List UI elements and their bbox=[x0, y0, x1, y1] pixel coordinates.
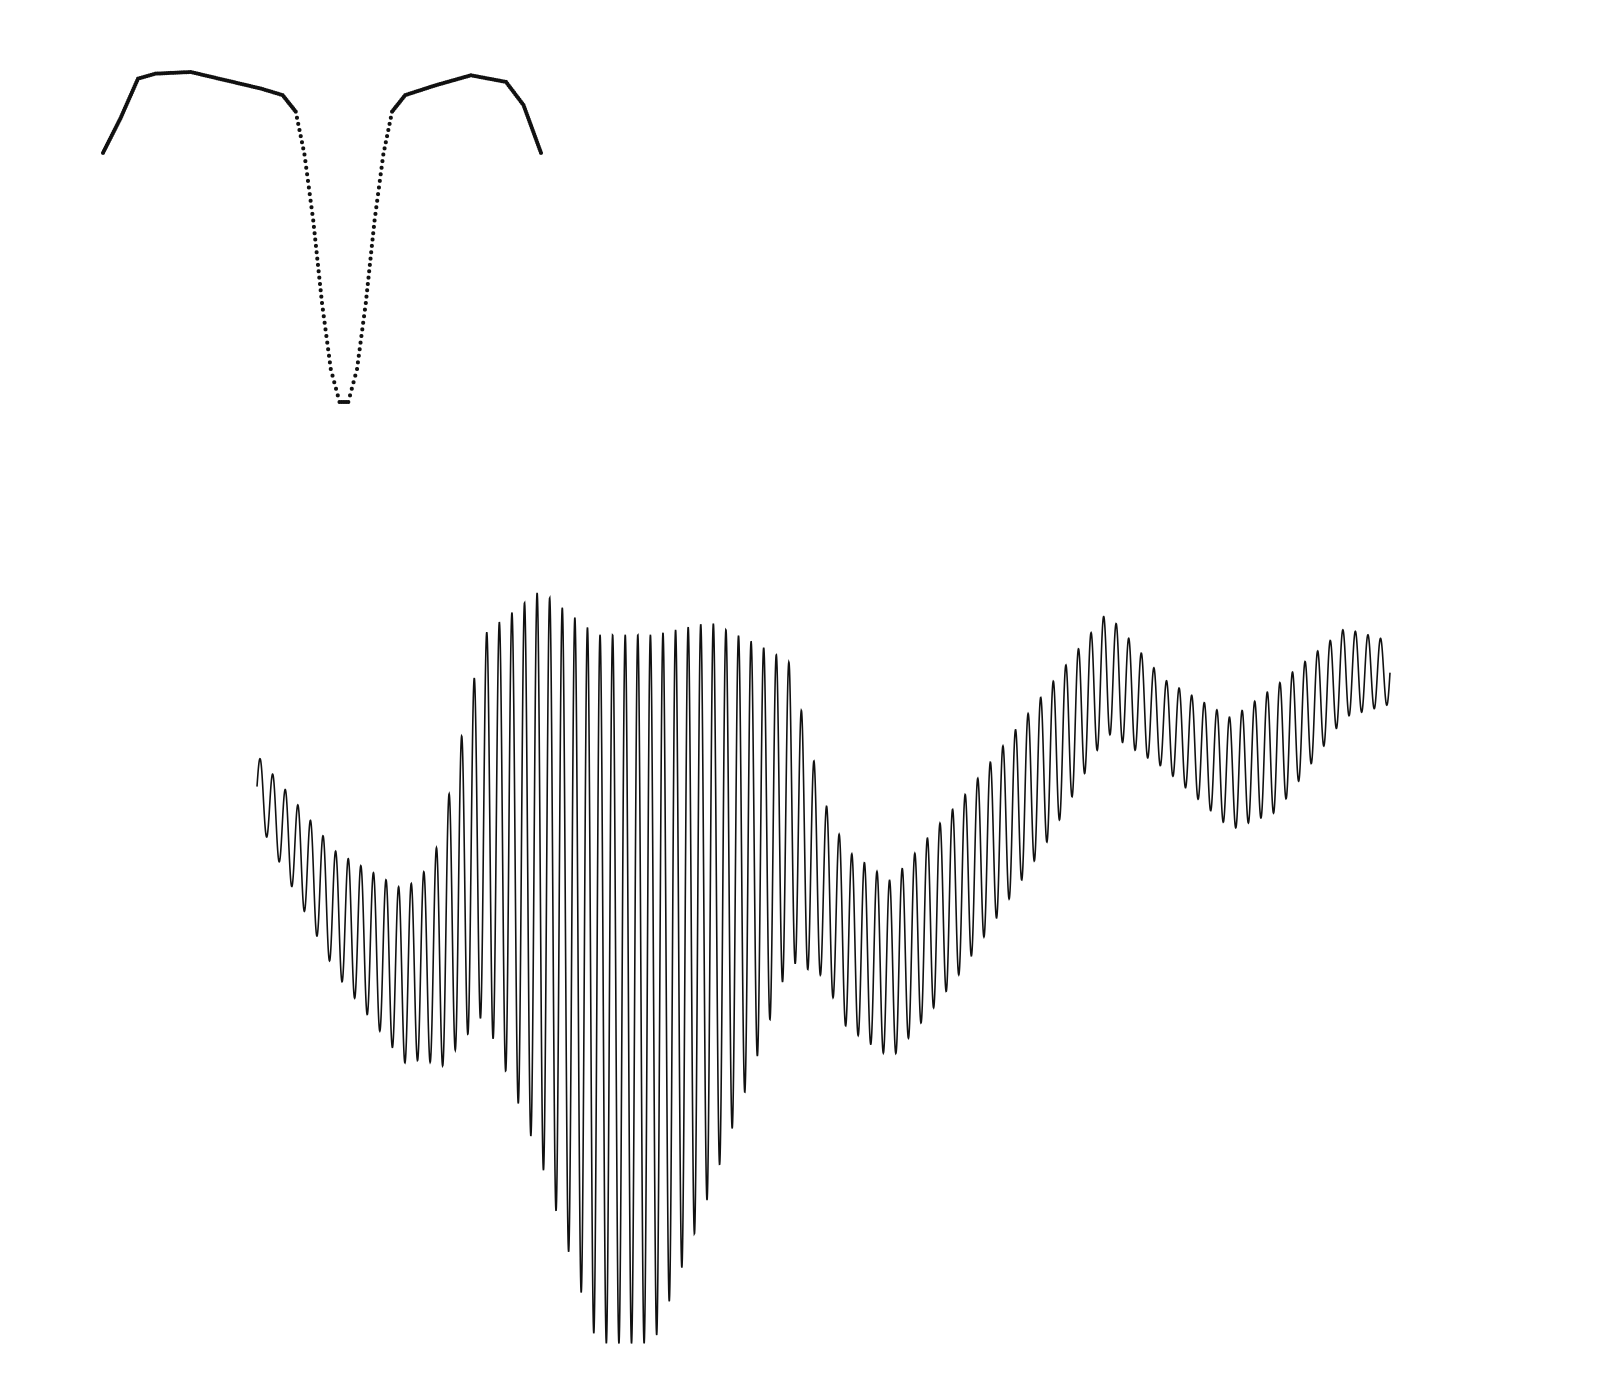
scatter-point-131 bbox=[311, 218, 316, 223]
scatter-point-153 bbox=[327, 360, 332, 365]
scatter-point-171 bbox=[357, 347, 362, 352]
scatter-point-203 bbox=[383, 140, 388, 145]
scatter-point-193 bbox=[374, 205, 379, 210]
scatter-point-158 bbox=[335, 393, 340, 398]
scatter-point-150 bbox=[325, 340, 330, 345]
scatter-point-120 bbox=[301, 146, 306, 151]
scatter-point-170 bbox=[356, 353, 361, 358]
scatter-point-169 bbox=[355, 360, 360, 365]
oscillation-line bbox=[256, 592, 1391, 1344]
scatter-point-173 bbox=[359, 334, 364, 338]
scatter-point-188 bbox=[370, 237, 375, 242]
scatter-point-122 bbox=[303, 159, 308, 164]
scatter-point-152 bbox=[327, 353, 332, 358]
scatter-point-181 bbox=[365, 281, 370, 286]
scatter-point-121 bbox=[302, 152, 307, 157]
scatter-point-189 bbox=[371, 231, 376, 236]
scatter-point-207 bbox=[388, 115, 393, 120]
scatter-point-149 bbox=[324, 334, 329, 338]
scatter-point-194 bbox=[375, 198, 380, 203]
scatter-point-182 bbox=[366, 275, 371, 280]
scatter-point-124 bbox=[305, 172, 310, 177]
scatter-point-132 bbox=[311, 224, 316, 229]
scatter-point-130 bbox=[310, 211, 315, 216]
scatter-point-198 bbox=[378, 172, 383, 177]
scatter-point-179 bbox=[364, 294, 369, 299]
scatter-plot-top bbox=[101, 70, 543, 404]
scatter-point-139 bbox=[316, 269, 321, 274]
scatter-point-164 bbox=[348, 393, 353, 398]
scatter-point-178 bbox=[363, 301, 368, 305]
scatter-point-195 bbox=[376, 192, 381, 197]
scatter-point-157 bbox=[334, 386, 339, 391]
scatter-point-144 bbox=[320, 301, 324, 305]
scatter-point-191 bbox=[372, 218, 377, 223]
scatter-point-183 bbox=[367, 269, 372, 274]
scatter-point-135 bbox=[313, 243, 318, 248]
scatter-point-168 bbox=[355, 367, 360, 371]
scatter-point-167 bbox=[353, 373, 358, 378]
scatter-point-206 bbox=[387, 121, 392, 126]
scatter-point-137 bbox=[315, 256, 320, 261]
scatter-point-115 bbox=[294, 115, 299, 120]
scatter-point-205 bbox=[386, 127, 391, 132]
scatter-point-129 bbox=[309, 205, 314, 210]
scatter-point-114 bbox=[293, 109, 298, 114]
scatter-point-143 bbox=[319, 294, 324, 299]
scatter-point-180 bbox=[365, 288, 370, 293]
scatter-point-147 bbox=[322, 320, 327, 325]
scatter-point-140 bbox=[317, 275, 322, 280]
scatter-point-148 bbox=[323, 327, 328, 332]
scatter-point-166 bbox=[351, 380, 356, 385]
scatter-point-187 bbox=[369, 243, 374, 248]
scatter-point-186 bbox=[369, 250, 374, 255]
scatter-point-165 bbox=[349, 386, 354, 391]
scatter-point-128 bbox=[308, 198, 313, 203]
scatter-point-302 bbox=[539, 150, 543, 155]
scatter-point-123 bbox=[304, 165, 309, 170]
scatter-point-174 bbox=[360, 327, 365, 332]
scatter-point-196 bbox=[376, 185, 381, 190]
scatter-point-192 bbox=[373, 211, 378, 216]
scatter-point-142 bbox=[318, 288, 323, 293]
scatter-point-184 bbox=[367, 262, 372, 267]
scatter-point-172 bbox=[358, 340, 363, 345]
scatter-point-136 bbox=[314, 250, 319, 255]
scatter-point-117 bbox=[297, 127, 302, 132]
scatter-point-138 bbox=[315, 262, 320, 267]
scatter-point-202 bbox=[382, 146, 387, 151]
scatter-point-127 bbox=[307, 192, 312, 197]
scatter-point-197 bbox=[377, 178, 382, 183]
scatter-point-145 bbox=[320, 307, 325, 312]
scatter-point-190 bbox=[371, 224, 376, 229]
scatter-point-119 bbox=[299, 140, 304, 145]
scatter-point-201 bbox=[381, 152, 386, 157]
scatter-point-176 bbox=[362, 314, 367, 319]
scatter-point-204 bbox=[385, 134, 390, 139]
scatter-point-126 bbox=[306, 185, 311, 190]
scatter-point-199 bbox=[379, 165, 384, 170]
oscillation-plot-bottom bbox=[256, 592, 1391, 1344]
scatter-point-151 bbox=[326, 347, 331, 352]
scatter-point-200 bbox=[380, 159, 385, 164]
scatter-point-118 bbox=[298, 134, 303, 139]
scatter-point-133 bbox=[312, 231, 317, 236]
scatter-point-154 bbox=[328, 367, 333, 371]
scatter-point-141 bbox=[317, 281, 322, 286]
scatter-point-177 bbox=[362, 307, 367, 312]
scatter-point-163 bbox=[346, 400, 351, 404]
scatter-point-134 bbox=[313, 237, 318, 242]
scatter-point-116 bbox=[296, 121, 301, 126]
scatter-point-155 bbox=[330, 373, 335, 378]
scatter-point-175 bbox=[361, 320, 366, 325]
scatter-point-146 bbox=[321, 314, 326, 319]
scatter-point-125 bbox=[305, 178, 310, 183]
scatter-point-156 bbox=[332, 380, 337, 385]
scatter-point-185 bbox=[368, 256, 373, 261]
